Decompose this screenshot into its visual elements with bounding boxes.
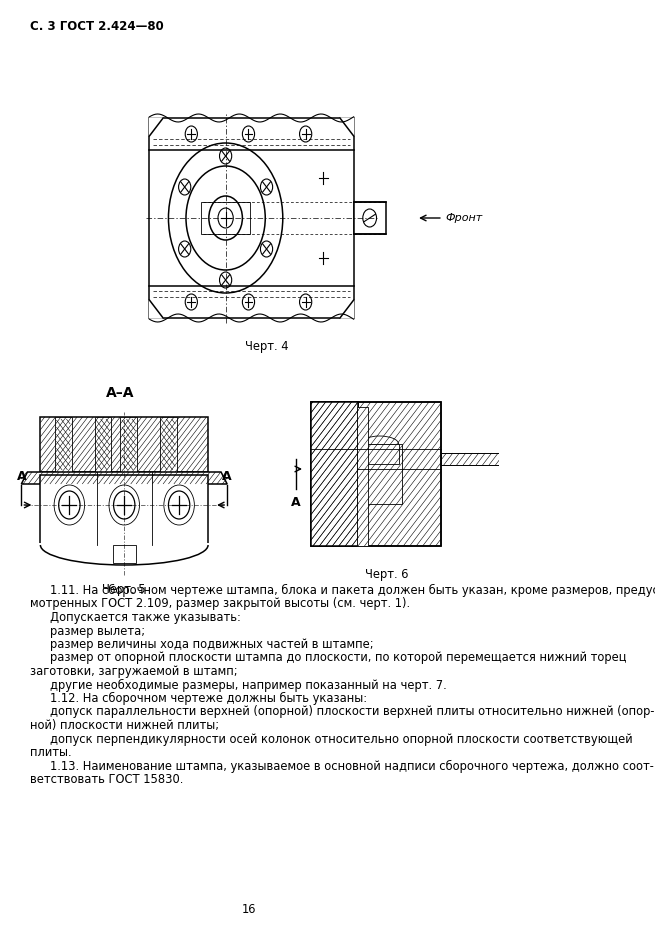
Bar bbox=[162, 419, 176, 470]
Bar bbox=[55, 417, 71, 472]
Bar bbox=[354, 202, 386, 234]
Text: А–А: А–А bbox=[106, 386, 135, 400]
Text: размер вылета;: размер вылета; bbox=[50, 624, 145, 637]
Text: 1.12. На сборочном чертеже должны быть указаны:: 1.12. На сборочном чертеже должны быть у… bbox=[50, 692, 367, 705]
Bar bbox=[311, 402, 358, 546]
Bar bbox=[311, 402, 358, 546]
Bar bbox=[441, 453, 502, 465]
Bar bbox=[311, 402, 358, 546]
Text: заготовки, загружаемой в штамп;: заготовки, загружаемой в штамп; bbox=[31, 665, 238, 678]
Text: ной) плоскости нижней плиты;: ной) плоскости нижней плиты; bbox=[31, 719, 219, 732]
Text: ветствовать ГОСТ 15830.: ветствовать ГОСТ 15830. bbox=[31, 773, 184, 786]
Polygon shape bbox=[22, 472, 227, 484]
Bar bbox=[121, 417, 137, 472]
Polygon shape bbox=[340, 118, 354, 136]
Bar bbox=[41, 417, 208, 472]
Bar bbox=[37, 543, 212, 570]
Bar bbox=[357, 402, 441, 546]
Text: размер от опорной плоскости штампа до плоскости, по которой перемещается нижний : размер от опорной плоскости штампа до пл… bbox=[50, 651, 626, 665]
Text: Фронт: Фронт bbox=[445, 213, 482, 223]
Text: плиты.: плиты. bbox=[31, 746, 72, 759]
Text: Черт. 6: Черт. 6 bbox=[365, 568, 409, 581]
Polygon shape bbox=[149, 300, 163, 318]
Bar bbox=[311, 402, 358, 546]
Bar bbox=[56, 419, 70, 470]
Bar bbox=[357, 402, 441, 546]
Text: допуск параллельности верхней (опорной) плоскости верхней плиты относительно ниж: допуск параллельности верхней (опорной) … bbox=[50, 706, 654, 719]
Bar bbox=[41, 475, 208, 545]
Bar bbox=[149, 118, 354, 318]
Wedge shape bbox=[311, 404, 364, 544]
Bar bbox=[357, 444, 402, 504]
Bar bbox=[441, 453, 502, 465]
Text: другие необходимые размеры, например показанный на черт. 7.: другие необходимые размеры, например пок… bbox=[50, 679, 446, 692]
Text: размер величины хода подвижных частей в штампе;: размер величины хода подвижных частей в … bbox=[50, 638, 373, 651]
Text: 16: 16 bbox=[242, 903, 257, 916]
Bar bbox=[357, 407, 368, 546]
Polygon shape bbox=[340, 300, 354, 318]
Bar bbox=[22, 472, 227, 484]
Text: С. 3 ГОСТ 2.424—80: С. 3 ГОСТ 2.424—80 bbox=[31, 20, 164, 33]
Bar bbox=[113, 545, 136, 563]
Text: А: А bbox=[16, 470, 26, 483]
Bar bbox=[122, 419, 136, 470]
Bar bbox=[201, 202, 250, 234]
Bar bbox=[441, 453, 502, 465]
Bar bbox=[357, 402, 441, 546]
Text: мотренных ГОСТ 2.109, размер закрытой высоты (см. черт. 1).: мотренных ГОСТ 2.109, размер закрытой вы… bbox=[31, 597, 411, 610]
Bar bbox=[160, 417, 177, 472]
Bar bbox=[94, 417, 111, 472]
Text: Черт. 4: Черт. 4 bbox=[245, 340, 288, 353]
Text: 1.13. Наименование штампа, указываемое в основной надписи сборочного чертежа, до: 1.13. Наименование штампа, указываемое в… bbox=[50, 759, 654, 772]
Text: 1.11. На сборочном чертеже штампа, блока и пакета должен быть указан, кроме разм: 1.11. На сборочном чертеже штампа, блока… bbox=[50, 584, 655, 597]
Text: А: А bbox=[291, 496, 301, 509]
Bar bbox=[41, 417, 208, 472]
Text: допуск перпендикулярности осей колонок относительно опорной плоскости соответств: допуск перпендикулярности осей колонок о… bbox=[50, 733, 632, 745]
Bar bbox=[96, 419, 110, 470]
Bar bbox=[360, 444, 399, 464]
Bar bbox=[311, 402, 358, 546]
Text: А: А bbox=[222, 470, 232, 483]
Polygon shape bbox=[149, 118, 163, 136]
Bar bbox=[311, 402, 358, 546]
Text: Допускается также указывать:: Допускается также указывать: bbox=[50, 611, 240, 624]
Text: Черт. 5: Черт. 5 bbox=[102, 583, 146, 596]
